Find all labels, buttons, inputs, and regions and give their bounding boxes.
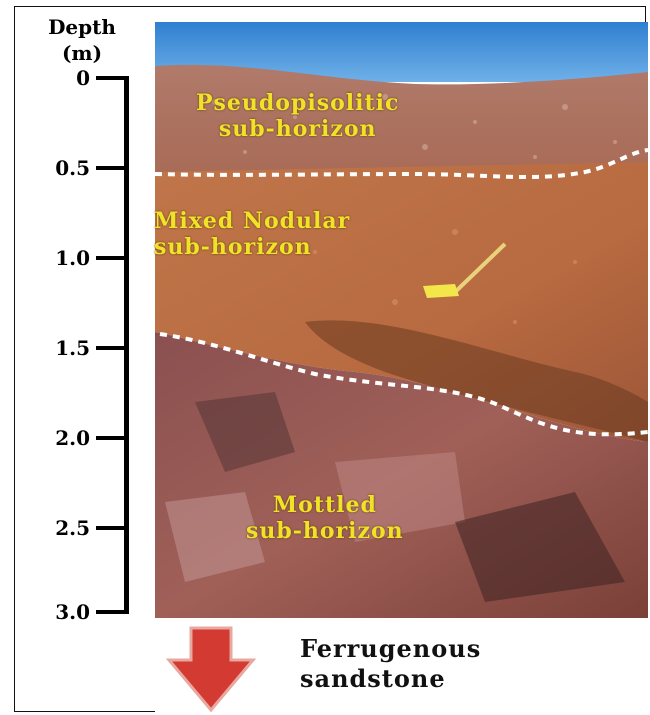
depth-tick-label: 0.5	[55, 156, 90, 180]
down-arrow-icon	[165, 626, 257, 712]
ferrugenous-sandstone-label: Ferrugenous sandstone	[300, 634, 481, 694]
depth-axis-title-line1: Depth	[48, 15, 116, 39]
middle-horizon-label: Mixed Nodular sub-horizon	[154, 208, 350, 260]
depth-tick	[96, 346, 128, 350]
depth-tick-label: 0	[76, 66, 90, 90]
outcrop-photo-illustration	[155, 22, 648, 618]
depth-tick-label: 2.5	[55, 516, 90, 540]
depth-axis-title: Depth (m)	[22, 14, 142, 66]
middle-horizon-label-line1: Mixed Nodular	[154, 208, 351, 234]
depth-tick	[96, 436, 128, 440]
depth-tick-label: 3.0	[55, 600, 90, 624]
upper-horizon-label-line2: sub-horizon	[218, 116, 377, 142]
lower-horizon-label-line2: sub-horizon	[246, 518, 404, 544]
depth-tick	[96, 166, 128, 170]
depth-tick-label: 1.0	[55, 246, 90, 270]
upper-horizon-label: Pseudopisolitic sub-horizon	[196, 90, 399, 142]
depth-axis-line	[124, 76, 129, 614]
middle-horizon-label-line2: sub-horizon	[154, 234, 312, 260]
depth-tick-label: 1.5	[55, 336, 90, 360]
depth-tick	[96, 76, 128, 80]
depth-axis-title-line2: (m)	[61, 41, 103, 65]
upper-horizon-label-line1: Pseudopisolitic	[196, 90, 400, 116]
depth-tick	[96, 256, 128, 260]
depth-tick	[96, 610, 128, 614]
ferrugenous-sandstone-label-line2: sandstone	[300, 664, 446, 693]
lower-horizon-label-line1: Mottled	[272, 492, 377, 518]
outcrop-photo	[155, 22, 648, 618]
ferrugenous-sandstone-label-line1: Ferrugenous	[300, 634, 482, 663]
depth-tick-label: 2.0	[55, 426, 90, 450]
depth-tick	[96, 526, 128, 530]
lower-horizon-label: Mottled sub-horizon	[246, 492, 404, 544]
